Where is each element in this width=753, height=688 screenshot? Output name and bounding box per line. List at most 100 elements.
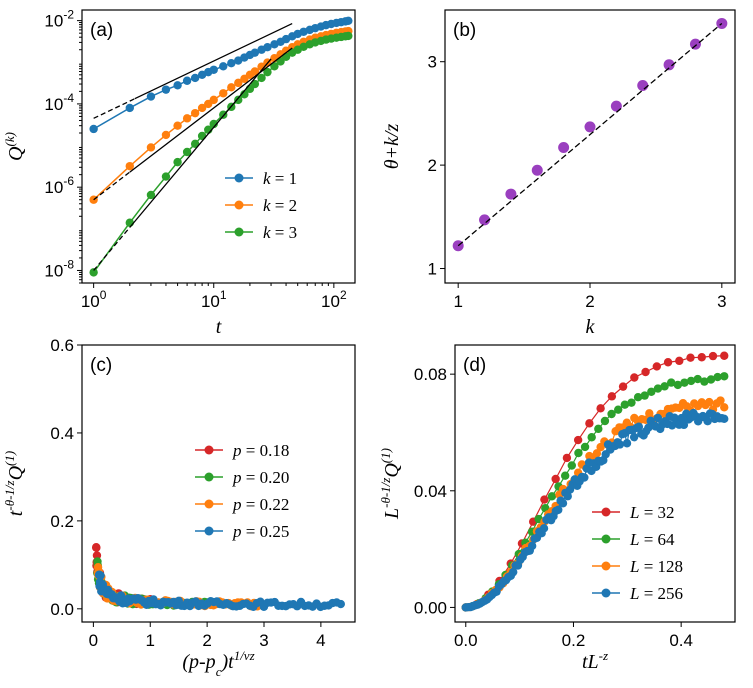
y-tick-label: 0.2 xyxy=(50,512,74,531)
legend-entry: L = 64 xyxy=(592,530,675,549)
data-point xyxy=(190,108,200,118)
legend-marker xyxy=(234,173,244,183)
y-tick-label: 10-8 xyxy=(44,257,74,280)
x-tick-label: 0 xyxy=(89,631,98,650)
legend-label: k = 3 xyxy=(263,223,297,242)
data-point xyxy=(182,76,192,85)
data-point xyxy=(587,433,596,442)
panel-a: 100 101 102 10-8 10-6 10-4 10-2 (a) t Q(k) k = 1 k … xyxy=(2,8,356,338)
data-point xyxy=(146,92,156,101)
data-point xyxy=(219,62,228,71)
y-axis-label: θ+k/z xyxy=(381,124,403,170)
data-point xyxy=(720,351,729,360)
data-point xyxy=(693,374,702,384)
data-point xyxy=(250,67,260,76)
data-point xyxy=(540,495,549,504)
data-point xyxy=(640,391,649,400)
data-point xyxy=(660,382,669,391)
legend-marker xyxy=(204,499,214,509)
y-axis-label: t-θ-1/zQ(1) xyxy=(2,451,27,516)
x-tick-label: 100 xyxy=(81,288,107,311)
data-point xyxy=(240,90,249,99)
fit-line xyxy=(129,47,293,173)
data-point xyxy=(96,571,105,580)
x-tick-label: 101 xyxy=(201,288,227,311)
legend-marker xyxy=(204,526,214,536)
axes-frame xyxy=(444,9,736,284)
data-point xyxy=(558,499,568,508)
data-point xyxy=(554,505,563,515)
data-point xyxy=(250,48,260,57)
data-point xyxy=(574,448,583,458)
x-tick-label: 1 xyxy=(146,631,155,650)
legend-marker xyxy=(601,534,611,544)
legend-label: L = 64 xyxy=(629,530,675,549)
data-point xyxy=(182,114,192,123)
y-tick-label: 10-6 xyxy=(44,174,74,197)
axes-frame xyxy=(81,9,356,284)
data-point xyxy=(234,78,243,88)
y-axis-label: L-θ-1/zQ(1) xyxy=(378,448,403,520)
data-point xyxy=(190,139,200,149)
x-tick-label: 4 xyxy=(316,631,325,650)
y-tick-label: 0.0 xyxy=(50,600,74,619)
data-point xyxy=(562,453,572,463)
data-point xyxy=(673,380,683,390)
legend-entry: k = 1 xyxy=(225,169,297,188)
x-axis-label: (p-pc)t1/νz xyxy=(182,648,254,679)
legend-entry: k = 2 xyxy=(225,196,297,215)
data-point xyxy=(558,142,570,154)
data-point xyxy=(161,172,171,181)
legend-label: L = 128 xyxy=(629,557,683,576)
data-point xyxy=(573,435,583,445)
data-point xyxy=(263,67,272,77)
plot-area xyxy=(92,543,345,612)
fit-line xyxy=(129,58,272,228)
data-point xyxy=(190,73,200,83)
x-tick-label: 3 xyxy=(259,631,268,650)
x-tick-label: 0.4 xyxy=(669,631,693,650)
legend-label: L = 32 xyxy=(629,503,675,522)
y-tick-label: 0.4 xyxy=(50,424,74,443)
data-point xyxy=(720,414,729,424)
data-point xyxy=(257,62,266,71)
data-point xyxy=(686,353,695,362)
data-point xyxy=(551,474,560,484)
data-point xyxy=(663,59,675,71)
legend-entry: p = 0.18 xyxy=(195,441,289,460)
series-line xyxy=(465,355,725,608)
plot-area xyxy=(452,17,728,252)
panel-d: 0.0 0.2 0.4 0.00 0.04 0.08 (d) tL-z L-θ-1/zQ(1) L… xyxy=(378,344,736,673)
y-tick-label: 0.00 xyxy=(414,598,447,617)
x-axis-label: k xyxy=(586,316,596,338)
legend-entry: p = 0.25 xyxy=(195,522,289,541)
data-point xyxy=(209,95,218,105)
data-point xyxy=(637,79,649,91)
data-point xyxy=(634,422,644,431)
x-tick-label: 102 xyxy=(321,288,347,311)
data-point xyxy=(600,416,610,426)
plot-area xyxy=(89,16,353,277)
data-point xyxy=(531,164,543,176)
data-point xyxy=(161,130,171,140)
x-tick-label: 3 xyxy=(717,292,726,311)
data-point xyxy=(209,65,218,74)
y-tick-label: 2 xyxy=(428,156,437,175)
data-point xyxy=(592,449,602,458)
data-point xyxy=(716,396,725,405)
data-point xyxy=(675,356,684,366)
data-point xyxy=(173,81,182,90)
panel-c: 0 1 2 3 4 0.0 0.2 0.4 0.6 (c) (p-pc)t1/νz t-θ-1/zQ(… xyxy=(2,336,356,679)
data-point xyxy=(652,362,662,371)
data-point xyxy=(594,424,603,434)
y-tick-label: 10-2 xyxy=(44,8,74,31)
x-tick-label: 1 xyxy=(453,292,462,311)
data-point xyxy=(505,188,517,200)
data-point xyxy=(527,541,537,551)
data-point xyxy=(705,397,714,407)
data-point xyxy=(89,124,98,134)
data-point xyxy=(716,17,728,29)
series-line xyxy=(93,35,349,273)
data-point xyxy=(630,373,639,382)
